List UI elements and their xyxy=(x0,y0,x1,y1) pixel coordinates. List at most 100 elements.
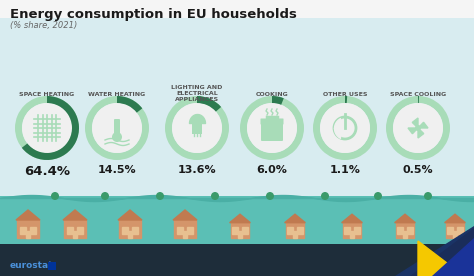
Polygon shape xyxy=(238,231,242,238)
Circle shape xyxy=(247,103,297,153)
Text: 13.6%: 13.6% xyxy=(178,165,216,175)
Circle shape xyxy=(101,192,109,200)
Wedge shape xyxy=(197,96,221,112)
Polygon shape xyxy=(128,231,132,238)
Polygon shape xyxy=(229,214,250,223)
Polygon shape xyxy=(286,223,304,238)
Polygon shape xyxy=(396,223,414,238)
Polygon shape xyxy=(77,227,83,234)
Text: 14.5%: 14.5% xyxy=(98,165,137,175)
Circle shape xyxy=(92,103,142,153)
Text: SPACE COOLING: SPACE COOLING xyxy=(390,92,446,97)
Wedge shape xyxy=(22,96,79,160)
Polygon shape xyxy=(16,210,40,220)
Wedge shape xyxy=(15,96,79,160)
Circle shape xyxy=(22,103,72,153)
Wedge shape xyxy=(418,96,419,103)
Polygon shape xyxy=(446,223,465,238)
Text: OTHER USES: OTHER USES xyxy=(323,92,367,97)
Polygon shape xyxy=(173,210,197,220)
FancyBboxPatch shape xyxy=(261,123,283,141)
Polygon shape xyxy=(418,128,424,138)
Circle shape xyxy=(415,125,421,131)
Text: Energy consumption in EU households: Energy consumption in EU households xyxy=(10,8,297,21)
Polygon shape xyxy=(344,227,350,234)
Circle shape xyxy=(321,192,329,200)
Polygon shape xyxy=(285,214,305,223)
Wedge shape xyxy=(117,96,142,113)
Polygon shape xyxy=(453,231,457,238)
Polygon shape xyxy=(395,214,415,223)
Text: 64.4%: 64.4% xyxy=(24,165,70,178)
Polygon shape xyxy=(408,128,418,134)
FancyBboxPatch shape xyxy=(114,119,120,138)
Polygon shape xyxy=(343,223,361,238)
Wedge shape xyxy=(386,96,450,160)
Polygon shape xyxy=(242,227,248,234)
Polygon shape xyxy=(354,227,360,234)
Polygon shape xyxy=(118,210,142,220)
Polygon shape xyxy=(26,231,30,238)
Polygon shape xyxy=(122,227,128,234)
Polygon shape xyxy=(445,214,465,223)
FancyBboxPatch shape xyxy=(261,118,283,124)
Wedge shape xyxy=(85,96,149,160)
FancyBboxPatch shape xyxy=(0,196,474,246)
Circle shape xyxy=(172,103,222,153)
Wedge shape xyxy=(345,96,347,103)
FancyBboxPatch shape xyxy=(192,124,202,134)
Polygon shape xyxy=(174,220,196,238)
Polygon shape xyxy=(187,227,193,234)
Text: SPACE HEATING: SPACE HEATING xyxy=(19,92,74,97)
Polygon shape xyxy=(410,228,474,276)
Text: eurostat: eurostat xyxy=(10,261,54,270)
Polygon shape xyxy=(418,241,464,276)
Polygon shape xyxy=(177,227,183,234)
Circle shape xyxy=(374,192,382,200)
Circle shape xyxy=(112,132,122,142)
Circle shape xyxy=(424,192,432,200)
Wedge shape xyxy=(240,96,304,160)
Text: 0.5%: 0.5% xyxy=(403,165,433,175)
Polygon shape xyxy=(297,227,303,234)
Polygon shape xyxy=(350,231,354,238)
Polygon shape xyxy=(287,227,293,234)
Circle shape xyxy=(320,103,370,153)
Text: COOKING: COOKING xyxy=(255,92,288,97)
Polygon shape xyxy=(231,223,249,238)
Polygon shape xyxy=(412,118,418,128)
Polygon shape xyxy=(119,220,141,238)
Polygon shape xyxy=(17,220,39,238)
Wedge shape xyxy=(165,96,229,160)
Polygon shape xyxy=(132,227,138,234)
FancyBboxPatch shape xyxy=(0,244,474,276)
Text: (% share, 2021): (% share, 2021) xyxy=(10,21,77,30)
Text: LIGHTING AND
ELECTRICAL
APPLIANCES: LIGHTING AND ELECTRICAL APPLIANCES xyxy=(171,85,223,102)
Circle shape xyxy=(156,192,164,200)
FancyBboxPatch shape xyxy=(48,262,56,270)
Circle shape xyxy=(393,103,443,153)
Polygon shape xyxy=(432,238,474,276)
FancyBboxPatch shape xyxy=(0,0,474,66)
Polygon shape xyxy=(342,214,362,223)
Polygon shape xyxy=(418,122,428,128)
Circle shape xyxy=(51,192,59,200)
Polygon shape xyxy=(183,231,187,238)
FancyBboxPatch shape xyxy=(0,18,474,228)
Text: 6.0%: 6.0% xyxy=(256,165,287,175)
Polygon shape xyxy=(403,231,407,238)
Polygon shape xyxy=(293,231,297,238)
Wedge shape xyxy=(272,96,284,105)
Polygon shape xyxy=(457,227,463,234)
Polygon shape xyxy=(63,210,87,220)
Polygon shape xyxy=(232,227,238,234)
Polygon shape xyxy=(447,227,453,234)
Polygon shape xyxy=(67,227,73,234)
Polygon shape xyxy=(30,227,36,234)
Circle shape xyxy=(211,192,219,200)
Polygon shape xyxy=(73,231,77,238)
Circle shape xyxy=(266,192,274,200)
Polygon shape xyxy=(407,227,413,234)
Polygon shape xyxy=(395,226,474,276)
Polygon shape xyxy=(64,220,86,238)
